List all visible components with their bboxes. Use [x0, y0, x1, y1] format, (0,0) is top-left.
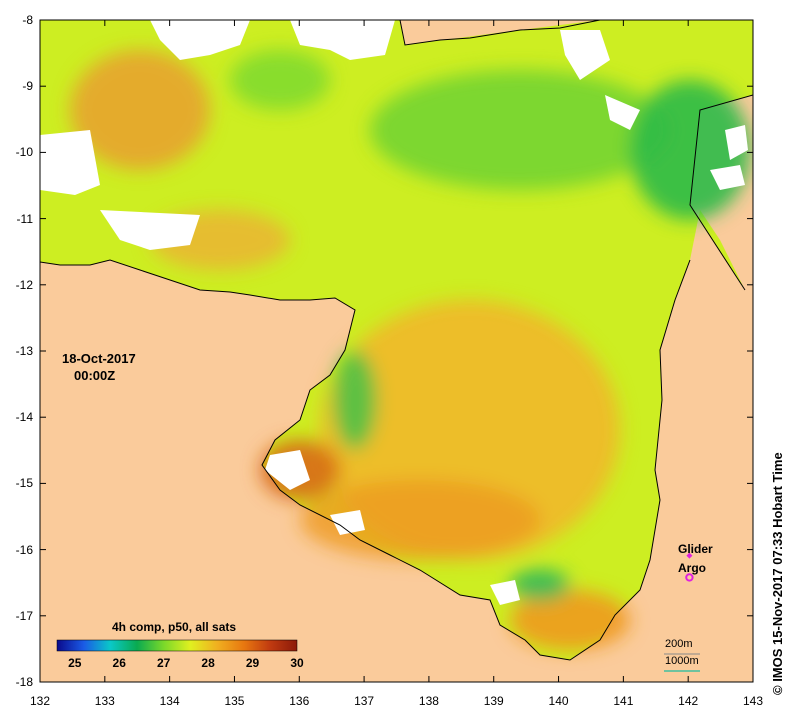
imos-credit: © IMOS 15-Nov-2017 07:33 Hobart Time	[770, 452, 785, 695]
colorbar	[56, 639, 298, 652]
lat-tick-label: -18	[15, 675, 33, 689]
scale-label-200m: 200m	[665, 638, 693, 650]
colorbar-tick-label: 25	[68, 656, 82, 670]
colorbar-tick-label: 26	[112, 656, 126, 670]
no-data-patches	[40, 20, 748, 605]
glider-marker	[686, 552, 693, 559]
lat-tick-label: -15	[15, 476, 33, 491]
lat-tick-label: -14	[15, 410, 33, 425]
lon-tick-label: 141	[613, 694, 634, 708]
cool-west-coast	[333, 350, 377, 450]
lon-tick-label: 140	[548, 694, 569, 708]
lon-tick-label: 134	[159, 694, 180, 708]
colorbar-tick-label: 27	[156, 656, 171, 670]
argo-marker	[685, 573, 694, 582]
lon-tick-label: 133	[94, 694, 115, 708]
colorbar-tick-label: 30	[290, 656, 304, 670]
lon-tick-label: 143	[742, 694, 764, 708]
lat-tick-label: -13	[15, 344, 33, 358]
lon-tick-label: 135	[224, 694, 245, 708]
glider-diamond	[686, 552, 693, 559]
colorbar-tick-label: 29	[245, 656, 260, 670]
lat-tick-label: -8	[22, 13, 33, 27]
lat-tick-label: -16	[15, 542, 33, 557]
warm-cape	[510, 590, 630, 650]
coastline	[40, 20, 753, 661]
lat-tick-label: -9	[22, 79, 33, 94]
lon-tick-label: 139	[483, 694, 504, 708]
cool-south	[510, 569, 570, 601]
axis-ticks	[39, 19, 754, 683]
scale-label-1000m: 1000m	[665, 655, 699, 667]
colorbar-tick-label: 28	[201, 656, 215, 670]
argo-label: Argo	[678, 561, 706, 575]
lon-tick-label: 132	[29, 694, 51, 708]
cool-north	[370, 70, 670, 190]
date-label: 18-Oct-2017 00:00Z	[62, 350, 136, 384]
date-day: 18-Oct-2017	[62, 351, 136, 366]
lat-tick-label: -12	[15, 277, 33, 292]
sst-field	[40, 20, 753, 660]
lat-tick-label: -17	[15, 608, 33, 623]
lat-tick-label: -10	[15, 145, 33, 160]
cool-north2	[230, 50, 330, 110]
glider-label: Glider	[678, 542, 713, 556]
warm-nw	[70, 50, 210, 170]
lon-tick-label: 137	[354, 694, 375, 708]
lon-tick-label: 138	[418, 694, 439, 708]
date-time: 00:00Z	[74, 368, 116, 383]
lon-tick-label: 136	[289, 694, 310, 708]
lon-tick-label: 142	[678, 694, 699, 708]
colorbar-title: 4h comp, p50, all sats	[112, 620, 237, 634]
argo-circle	[685, 573, 694, 582]
lat-tick-label: -11	[16, 211, 33, 226]
